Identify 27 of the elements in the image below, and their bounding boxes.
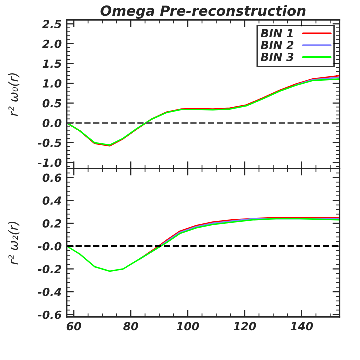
y-tick-label: -0.4 xyxy=(38,288,62,296)
line-series xyxy=(66,218,340,272)
y-tick-label: 0.6 xyxy=(42,174,62,182)
y-tick-label: 0.4 xyxy=(42,196,62,206)
y-axis-title: r² ω₀(r) xyxy=(8,73,20,116)
x-tick-label: 80 xyxy=(124,322,138,331)
y-tick-label: 1.5 xyxy=(42,60,62,68)
y-tick-label: -0.0 xyxy=(38,242,62,251)
legend-label: BIN 1 xyxy=(261,29,293,38)
chart-title: Omega Pre-reconstruction xyxy=(100,5,306,19)
y-tick-label: 2.0 xyxy=(42,40,62,48)
y-tick-label: -1.0 xyxy=(38,158,62,168)
x-tick-label: 120 xyxy=(234,322,256,331)
x-tick-label: 60 xyxy=(66,322,82,331)
y-tick-label: -0.5 xyxy=(38,138,62,148)
y-tick-label: -0.6 xyxy=(38,310,62,320)
legend-label: BIN 2 xyxy=(261,41,294,50)
y-tick-label: -0.2 xyxy=(38,265,62,274)
legend-label: BIN 3 xyxy=(261,52,294,62)
y-tick-label: 0.0 xyxy=(42,119,62,128)
y-tick-label: 0.5 xyxy=(42,99,62,108)
x-tick-label: 100 xyxy=(176,322,200,331)
x-tick-label: 140 xyxy=(290,322,314,331)
y-tick-label: 1.0 xyxy=(42,79,62,88)
y-tick-label: 2.5 xyxy=(42,20,62,28)
y-axis-title: r² ω₂(r) xyxy=(8,222,20,265)
y-tick-label: 0.2 xyxy=(42,219,62,228)
